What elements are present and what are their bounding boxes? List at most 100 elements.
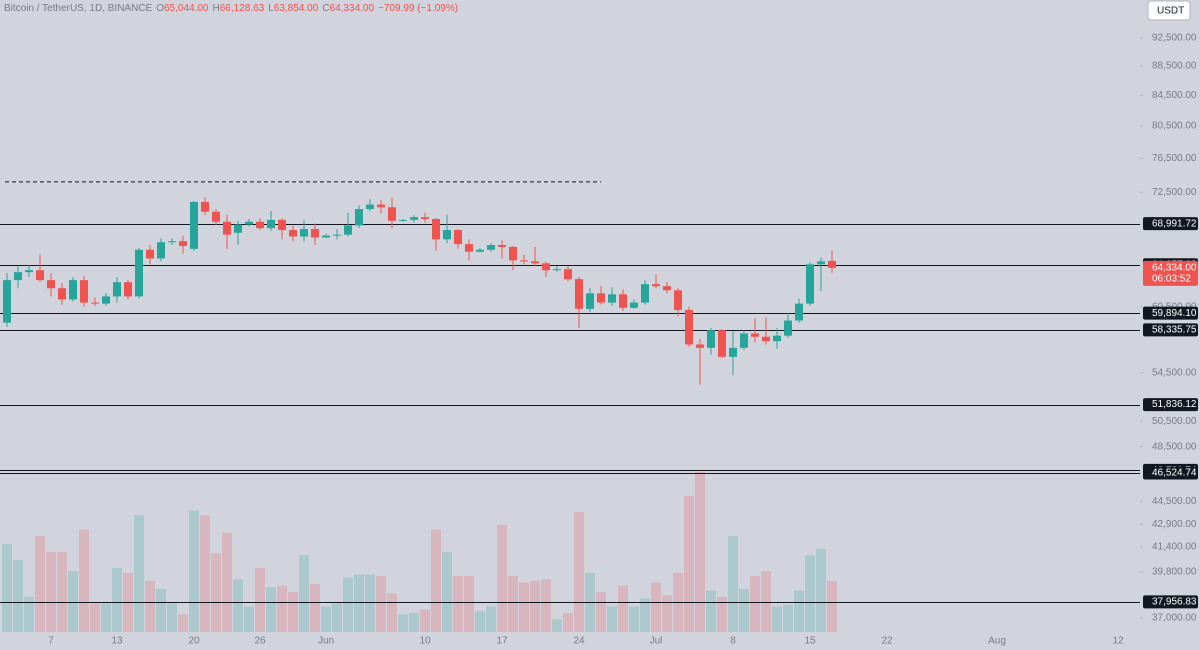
candle-body bbox=[190, 201, 198, 249]
volume-bar bbox=[46, 552, 56, 632]
volume-bar bbox=[574, 512, 584, 632]
y-tick-label: 44,500.00 bbox=[1152, 496, 1197, 507]
level-label-bg bbox=[1143, 466, 1198, 480]
volume-bar bbox=[772, 606, 782, 632]
volume-bar bbox=[453, 576, 463, 632]
candle-body bbox=[25, 270, 33, 273]
countdown: 06:03:52 bbox=[1152, 274, 1191, 285]
level-label-bg bbox=[1143, 323, 1198, 337]
volume-bar bbox=[827, 580, 837, 632]
y-tick-label: 39,800.00 bbox=[1152, 566, 1197, 577]
volume-bar bbox=[640, 598, 650, 632]
currency-button-bg bbox=[1147, 0, 1191, 21]
candle-body bbox=[751, 333, 759, 337]
candle-body bbox=[509, 246, 517, 261]
volume-bar bbox=[750, 576, 760, 632]
volume-bar bbox=[90, 603, 100, 632]
candle-body bbox=[91, 302, 99, 304]
volume-bar bbox=[167, 603, 177, 632]
level-label-bg bbox=[1143, 217, 1198, 231]
volume-bar bbox=[662, 595, 672, 632]
candle-body bbox=[3, 280, 11, 323]
candle-body bbox=[696, 344, 704, 348]
candle-body bbox=[432, 218, 440, 240]
candle-body bbox=[465, 244, 473, 252]
volume-bar bbox=[563, 612, 573, 632]
candle-body bbox=[80, 280, 88, 303]
x-tick-label: 26 bbox=[254, 636, 266, 647]
volume-bar bbox=[442, 552, 452, 632]
candle-body bbox=[146, 249, 154, 259]
level-label-bg bbox=[1143, 306, 1198, 320]
candle-body bbox=[795, 303, 803, 321]
x-tick-label: 15 bbox=[804, 636, 816, 647]
x-tick-label: 10 bbox=[419, 636, 431, 647]
candle-body bbox=[553, 269, 561, 271]
candle-body bbox=[707, 330, 715, 348]
x-tick-label: 22 bbox=[881, 636, 893, 647]
volume-bar bbox=[805, 555, 815, 632]
currency-button[interactable]: USDT bbox=[1157, 6, 1184, 17]
candle-body bbox=[289, 230, 297, 237]
volume-bar bbox=[189, 510, 199, 632]
field-value: 66,128.63 bbox=[219, 3, 265, 14]
candle-body bbox=[124, 282, 132, 297]
volume-bar bbox=[101, 603, 111, 632]
candle-body bbox=[355, 209, 363, 226]
candle-body bbox=[817, 261, 825, 265]
field-name: H bbox=[212, 3, 220, 14]
y-tick-label: 48,500.00 bbox=[1152, 441, 1197, 452]
candle-body bbox=[806, 264, 814, 304]
volume-bar bbox=[596, 592, 606, 632]
volume-bar bbox=[508, 576, 518, 632]
field-value: 63,854.00 bbox=[273, 3, 319, 14]
candle-body bbox=[564, 269, 572, 280]
candle-body bbox=[586, 293, 594, 309]
candle-body bbox=[179, 241, 187, 246]
volume-bar bbox=[530, 580, 540, 632]
volume-bar bbox=[233, 579, 243, 632]
level-label: 37,956.83 bbox=[1152, 596, 1197, 607]
candle-body bbox=[443, 230, 451, 240]
x-tick-label: 17 bbox=[496, 636, 508, 647]
candle-body bbox=[399, 219, 407, 221]
volume-bar bbox=[266, 587, 276, 632]
volume-bar bbox=[629, 606, 639, 632]
candle-body bbox=[344, 225, 352, 235]
ohlc-field: H66,128.63 bbox=[212, 3, 264, 14]
x-tick-label: 7 bbox=[48, 636, 54, 647]
volume-bar bbox=[816, 548, 826, 632]
candle-body bbox=[58, 288, 66, 300]
volume-bar bbox=[376, 576, 386, 632]
y-tick-label: 76,500.00 bbox=[1152, 153, 1197, 164]
volume-bar bbox=[35, 536, 45, 632]
candle-body bbox=[520, 260, 528, 262]
y-tick-label: 92,500.00 bbox=[1152, 33, 1197, 44]
candle-body bbox=[366, 204, 374, 210]
volume-bar bbox=[684, 496, 694, 632]
y-tick-label: 50,500.00 bbox=[1152, 416, 1197, 427]
volume-bar bbox=[387, 593, 397, 632]
candle-body bbox=[113, 282, 121, 297]
volume-bar bbox=[365, 574, 375, 632]
candle-body bbox=[641, 284, 649, 303]
candle-body bbox=[608, 294, 616, 303]
candle-body bbox=[223, 221, 231, 235]
volume-bar bbox=[420, 609, 430, 632]
volume-bar bbox=[717, 596, 727, 632]
volume-bar bbox=[706, 590, 716, 632]
candle-body bbox=[674, 290, 682, 310]
candle-body bbox=[498, 245, 506, 247]
candle-body bbox=[663, 286, 671, 291]
volume-bar bbox=[794, 590, 804, 632]
volume-bar bbox=[24, 596, 34, 632]
y-tick-label: 84,500.00 bbox=[1152, 90, 1197, 101]
volume-bar bbox=[112, 568, 122, 632]
candle-body bbox=[267, 219, 275, 229]
x-tick-label: Jun bbox=[318, 636, 334, 647]
candle-body bbox=[322, 235, 330, 238]
candle-body bbox=[14, 272, 22, 281]
candle-body bbox=[311, 229, 319, 238]
level-label: 46,524.74 bbox=[1152, 468, 1197, 479]
